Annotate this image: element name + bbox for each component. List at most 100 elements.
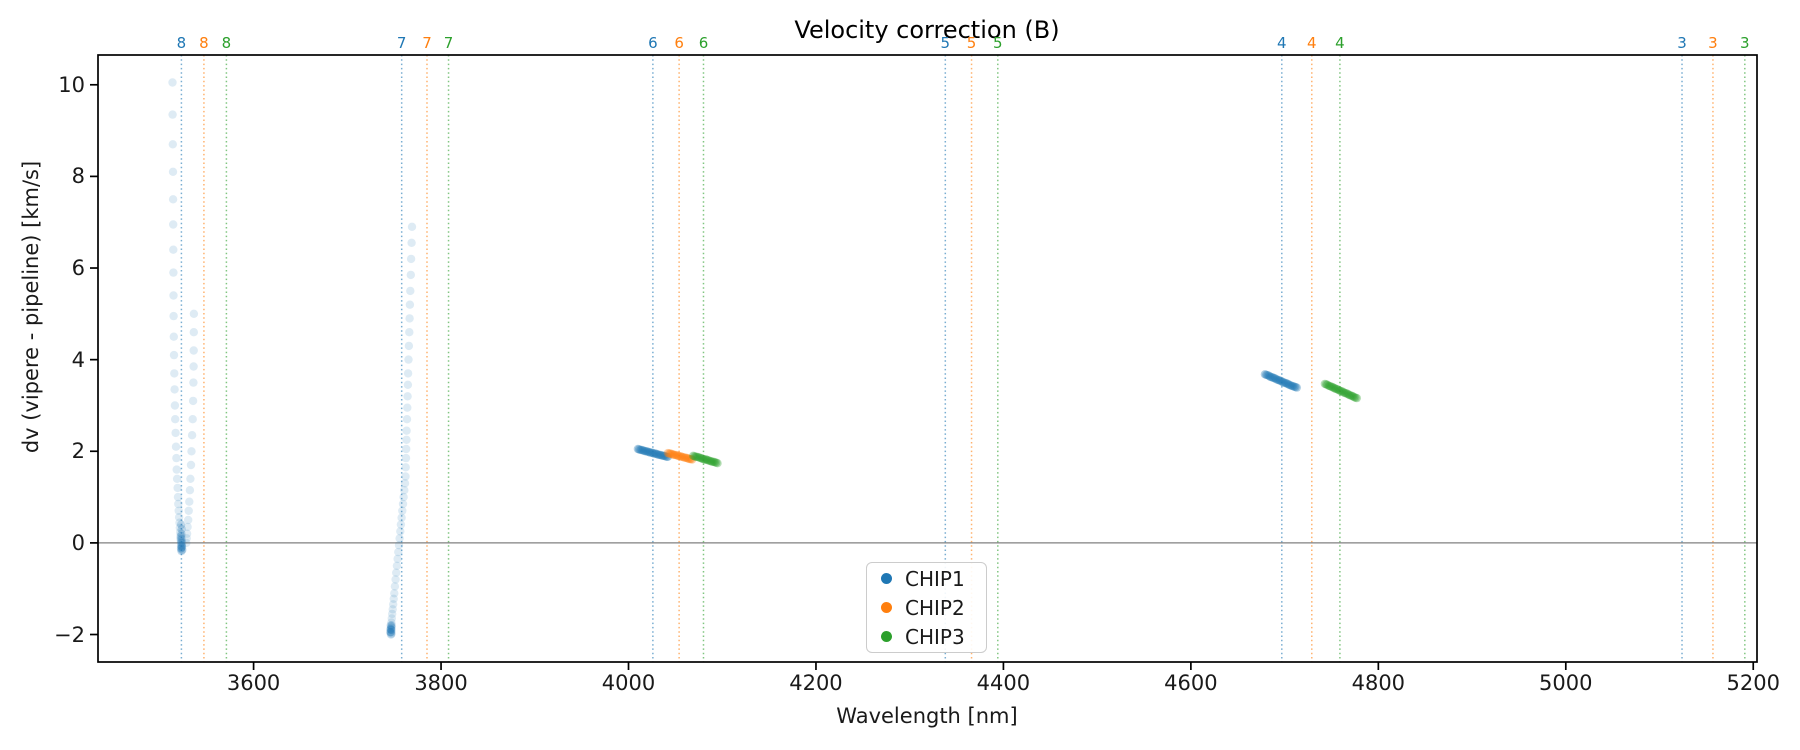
scatter-point <box>395 534 404 543</box>
scatter-point <box>653 450 662 459</box>
order-number-label-chip3: 4 <box>1335 34 1345 52</box>
scatter-point <box>634 445 644 454</box>
scatter-point <box>1347 391 1356 400</box>
chip3-order6-segment-points <box>689 451 722 468</box>
scatter-point <box>712 458 721 467</box>
scatter-point <box>171 428 180 438</box>
scatter-point <box>400 479 410 488</box>
y-tick-label: 8 <box>71 164 85 189</box>
scatter-point <box>659 451 669 460</box>
order-number-label-chip3: 3 <box>1740 34 1750 52</box>
y-axis-label: dv (vipere - pipeline) [km/s] <box>19 160 43 454</box>
order-number-label-chip2: 5 <box>966 34 977 52</box>
scatter-point <box>389 600 398 609</box>
scatter-point <box>394 541 404 550</box>
scatter-point <box>394 547 403 557</box>
scatter-point <box>706 457 716 466</box>
legend-marker-icon <box>881 631 892 642</box>
scatter-point <box>642 447 651 456</box>
scatter-point <box>640 446 649 455</box>
scatter-point <box>665 449 674 458</box>
order-number-label-chip1: 8 <box>176 34 187 52</box>
scatter-point <box>386 628 395 637</box>
scatter-point <box>170 385 179 394</box>
scatter-point <box>174 499 183 509</box>
scatter-point <box>397 513 406 522</box>
scatter-point <box>1281 378 1290 388</box>
scatter-point <box>1333 385 1342 394</box>
scatter-point <box>168 167 178 176</box>
scatter-point <box>1282 379 1291 388</box>
order-number-label-chip1: 7 <box>396 34 407 52</box>
scatter-point <box>675 452 684 461</box>
scatter-point <box>175 528 185 537</box>
scatter-point <box>386 621 395 630</box>
scatter-point <box>1342 389 1351 398</box>
legend-item: CHIP2 <box>867 593 986 622</box>
scatter-point <box>189 378 198 387</box>
chip1-order8-trail-points <box>168 78 186 555</box>
legend-marker-icon <box>881 573 892 584</box>
scatter-point <box>647 448 656 457</box>
scatter-point <box>172 474 182 483</box>
scatter-point <box>407 238 416 247</box>
scatter-point <box>169 220 178 229</box>
order-number-label-chip3: 6 <box>698 34 709 52</box>
scatter-point <box>1341 388 1350 398</box>
order-number-label-chip1: 4 <box>1277 34 1287 52</box>
scatter-point <box>698 454 707 463</box>
chip1-order8-cluster-points <box>176 520 187 556</box>
scatter-point <box>641 447 650 456</box>
scatter-point <box>401 463 410 472</box>
scatter-point <box>176 544 186 553</box>
scatter-point <box>386 624 395 634</box>
x-tick-label: 4800 <box>1351 671 1406 695</box>
scatter-point <box>177 524 186 534</box>
scatter-point <box>1325 382 1335 391</box>
scatter-point <box>386 630 396 639</box>
scatter-point <box>656 450 665 460</box>
scatter-point <box>662 452 671 461</box>
scatter-point <box>176 520 186 529</box>
scatter-point <box>186 460 196 470</box>
axes-spines <box>97 54 1758 663</box>
scatter-point <box>174 506 183 515</box>
scatter-point <box>169 332 178 341</box>
scatter-point <box>171 442 181 451</box>
chip1-order8-trail-b-points <box>182 309 199 548</box>
scatter-point <box>1334 386 1344 395</box>
scatter-point <box>396 527 405 536</box>
scatter-point <box>1344 390 1354 400</box>
scatter-point <box>637 445 646 455</box>
scatter-point <box>174 513 184 522</box>
scatter-point <box>1348 392 1358 401</box>
scatter-point <box>388 609 397 619</box>
order-number-label-chip1: 6 <box>648 34 658 52</box>
scatter-point <box>169 245 178 254</box>
scatter-point <box>186 474 195 483</box>
scatter-point <box>392 568 401 577</box>
scatter-point <box>387 625 396 635</box>
scatter-point <box>1322 380 1331 389</box>
scatter-point <box>684 454 693 463</box>
scatter-point <box>1324 381 1334 390</box>
scatter-point <box>1287 381 1296 390</box>
scatter-point <box>402 444 411 454</box>
scatter-point <box>667 449 676 459</box>
scatter-point <box>713 459 722 468</box>
y-tick-label: 6 <box>71 256 85 281</box>
scatter-point <box>172 465 181 474</box>
scatter-point <box>686 454 696 464</box>
scatter-point <box>700 455 709 464</box>
scatter-point <box>398 506 407 515</box>
chip1-order6-segment-points <box>633 444 673 461</box>
scatter-point <box>392 561 402 570</box>
scatter-point <box>672 451 682 460</box>
y-tick-label: 0 <box>71 530 85 555</box>
scatter-point <box>1264 371 1274 380</box>
scatter-point <box>643 447 653 456</box>
scatter-point <box>182 534 191 543</box>
scatter-point <box>177 546 186 556</box>
scatter-point <box>1270 374 1280 383</box>
